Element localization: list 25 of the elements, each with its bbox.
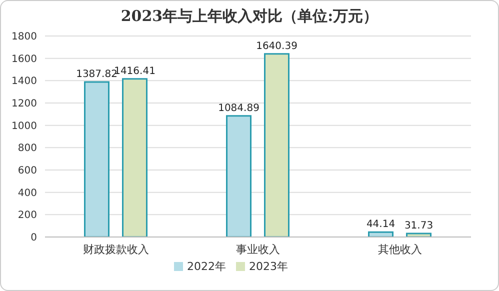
y-tick-label: 0 — [30, 232, 37, 244]
x-tick-label: 事业收入 — [236, 242, 280, 256]
y-tick-label: 1600 — [12, 54, 37, 65]
x-tick-label: 其他收入 — [378, 242, 422, 256]
bar — [84, 81, 110, 237]
bar — [226, 115, 252, 237]
y-tick-label: 200 — [18, 210, 37, 222]
data-label: 44.14 — [366, 219, 396, 230]
bar — [122, 78, 148, 237]
y-tick-label: 800 — [18, 143, 37, 154]
chart-title: 2023年与上年收入对比（单位:万元） — [120, 7, 380, 26]
bar — [264, 53, 290, 237]
data-label: 1084.89 — [218, 102, 260, 114]
y-tick-label: 400 — [18, 188, 37, 199]
y-tick-label: 1200 — [12, 98, 37, 110]
x-tick-label: 财政拨款收入 — [83, 242, 149, 256]
legend-label: 2023年 — [249, 260, 288, 273]
data-label: 31.73 — [404, 220, 434, 232]
y-tick-label: 600 — [18, 166, 37, 177]
y-tick-label: 1400 — [12, 76, 37, 88]
y-tick-label: 1800 — [12, 32, 37, 43]
data-label: 1640.39 — [256, 40, 298, 52]
bar — [406, 232, 432, 237]
y-tick-label: 1000 — [12, 120, 37, 132]
legend-label: 2022年 — [187, 260, 226, 273]
